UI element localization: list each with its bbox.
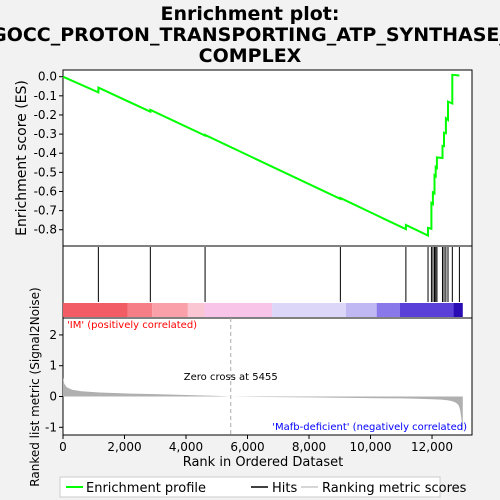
metric-y-axis-label: Ranked list metric (Signal2Noise) xyxy=(28,287,42,486)
x-tick-label: 8,000 xyxy=(292,440,326,454)
es-panel xyxy=(62,69,473,247)
positive-correlation-label: 'IM' (positively correlated) xyxy=(67,320,197,331)
es-y-axis: 0.0 -0.1 -0.2 -0.3 -0.4 -0.5 -0.6 -0.7 -0.8 xyxy=(34,70,63,237)
legend-box xyxy=(59,476,441,498)
metric-panel xyxy=(62,317,473,436)
title-line-3: COMPLEX xyxy=(199,45,302,67)
metric-y-tick-label: 1 xyxy=(49,359,57,373)
es-y-tick-label: -0.1 xyxy=(34,89,57,103)
x-tick-label: 4,000 xyxy=(169,440,203,454)
title-line-1: Enrichment plot: xyxy=(161,3,340,25)
heatmap-segment xyxy=(63,303,128,317)
es-y-tick-label: 0.0 xyxy=(38,70,57,84)
heatmap-segment xyxy=(376,303,400,317)
legend-metric-label: Ranking metric scores xyxy=(322,481,467,496)
x-tick-label: 6,000 xyxy=(230,440,264,454)
metric-y-tick-label: 2 xyxy=(49,328,57,342)
x-tick-label: 10,000 xyxy=(350,440,392,454)
metric-y-axis: 2 1 0 -1 xyxy=(45,328,63,434)
x-axis: 0 2,000 4,000 6,000 8,000 10,000 12,000 xyxy=(59,435,453,454)
es-y-tick-label: -0.5 xyxy=(34,165,57,179)
es-y-tick-label: -0.4 xyxy=(34,146,57,160)
x-tick-label: 2,000 xyxy=(107,440,141,454)
title-line-2: GOCC_PROTON_TRANSPORTING_ATP_SYNTHASE_ xyxy=(0,24,500,46)
x-tick-label: 12,000 xyxy=(411,440,453,454)
es-y-tick-label: -0.7 xyxy=(34,204,57,218)
es-y-tick-label: -0.6 xyxy=(34,184,57,198)
metric-y-tick-label: -1 xyxy=(45,420,57,434)
metric-y-tick-label: 0 xyxy=(49,390,57,404)
heatmap-segment xyxy=(152,303,188,317)
hit-markers xyxy=(97,247,460,302)
legend-hits-label: Hits xyxy=(272,481,297,496)
heatmap-segment xyxy=(127,303,153,317)
zero-cross-label: Zero cross at 5455 xyxy=(184,372,278,383)
es-y-tick-label: -0.2 xyxy=(34,108,57,122)
x-tick-label: 0 xyxy=(59,440,67,454)
legend-enrichment-label: Enrichment profile xyxy=(86,481,206,496)
es-y-tick-label: -0.8 xyxy=(34,223,57,237)
heatmap-segment xyxy=(453,303,463,317)
es-y-tick-label: -0.3 xyxy=(34,127,57,141)
heatmap-segment xyxy=(187,303,205,317)
heatmap-segment xyxy=(345,303,377,317)
heatmap-segment xyxy=(399,303,454,317)
x-axis-label: Rank in Ordered Dataset xyxy=(183,455,344,470)
es-y-axis-label: Enrichment score (ES) xyxy=(14,80,30,236)
negative-correlation-label: 'Mafb-deficient' (negatively correlated) xyxy=(272,422,467,433)
heatmap-segment xyxy=(272,303,346,317)
chart-title: Enrichment plot: GOCC_PROTON_TRANSPORTIN… xyxy=(0,3,500,67)
heatmap-segment xyxy=(204,303,273,317)
rank-heatmap-bar xyxy=(63,303,463,317)
enrichment-profile-line xyxy=(62,73,460,238)
